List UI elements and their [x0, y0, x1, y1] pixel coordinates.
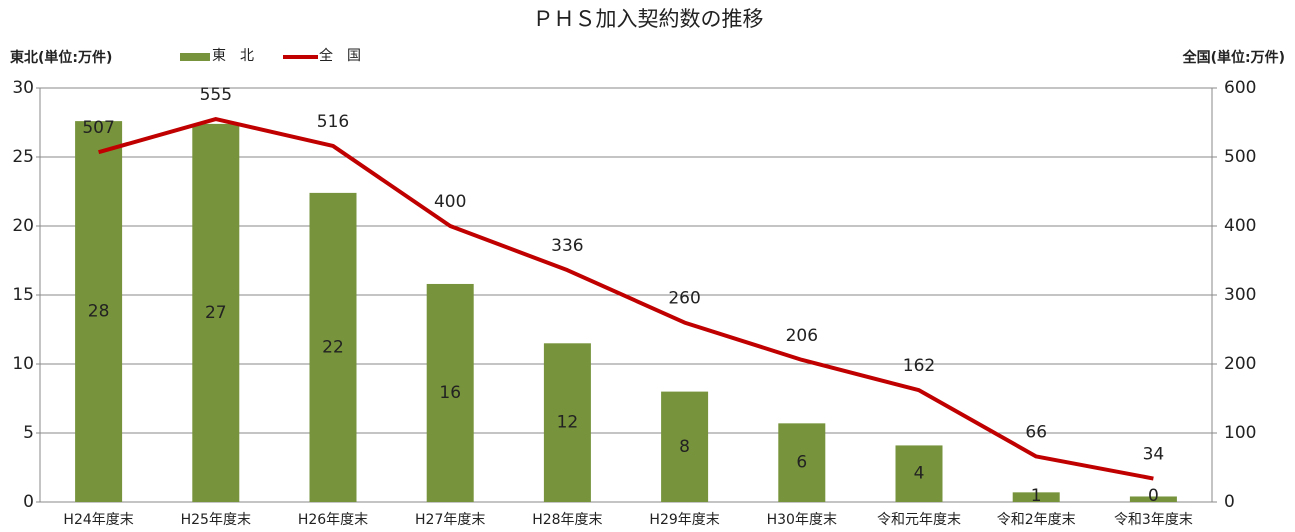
x-tick-label: H29年度末 [649, 512, 719, 528]
line-value-label: 336 [551, 236, 583, 256]
x-tick-label: H24年度末 [63, 512, 133, 528]
bar-value-label: 22 [322, 337, 344, 357]
line [98, 117, 1154, 481]
x-tick-label: H30年度末 [767, 512, 837, 528]
bar [75, 121, 123, 503]
y-tick-label: 20 [12, 216, 34, 236]
x-tick-label: H25年度末 [181, 512, 251, 528]
legend-label: 東 北 [212, 48, 254, 64]
bar-value-label: 27 [205, 303, 227, 323]
line-value-label: 206 [786, 326, 818, 346]
line-value-label: 516 [317, 112, 349, 132]
y2-axis-label: 全国(単位:万件) [1182, 49, 1285, 66]
bar [192, 123, 240, 502]
bar-value-label: 16 [439, 383, 461, 403]
y2-tick-label: 500 [1224, 147, 1256, 167]
y-tick-label: 30 [12, 78, 34, 98]
legend-swatch [180, 53, 210, 61]
y-tick-label: 25 [12, 147, 34, 167]
chart-title: ＰＨＳ加入契約数の推移 [533, 7, 764, 31]
legend-label: 全 国 [319, 47, 361, 64]
bar-value-label: 6 [796, 453, 807, 473]
line-value-label: 555 [200, 85, 232, 105]
x-tick-label: H28年度末 [532, 512, 602, 528]
bar [1012, 492, 1060, 502]
bar [543, 343, 591, 502]
line-value-label: 260 [668, 289, 700, 309]
bar [426, 283, 474, 502]
line-value-label: 507 [82, 118, 114, 138]
line-value-label: 34 [1143, 445, 1165, 465]
x-tick-label: 令和元年度末 [877, 512, 961, 528]
line-value-label: 400 [434, 192, 466, 212]
bar-value-label: 8 [679, 437, 690, 457]
y2-tick-label: 0 [1224, 492, 1235, 512]
y-tick-label: 15 [12, 285, 34, 305]
bar [1129, 496, 1177, 502]
bar [309, 192, 357, 502]
y-tick-label: 5 [23, 423, 34, 443]
bar [661, 391, 709, 502]
x-tick-label: 令和3年度末 [1114, 512, 1193, 528]
y2-tick-label: 600 [1224, 78, 1256, 98]
y-axis-label: 東北(単位:万件) [10, 49, 112, 66]
bar-value-label: 12 [557, 413, 579, 433]
line-value-label: 66 [1025, 422, 1047, 442]
x-tick-label: H26年度末 [298, 512, 368, 528]
bar [778, 423, 826, 502]
bar-value-label: 1 [1031, 486, 1042, 506]
bar [895, 445, 943, 502]
x-tick-label: H27年度末 [415, 512, 485, 528]
y-tick-label: 0 [23, 492, 34, 512]
y2-tick-label: 200 [1224, 354, 1256, 374]
line-value-label: 162 [903, 356, 935, 376]
y2-tick-label: 400 [1224, 216, 1256, 236]
x-tick-label: 令和2年度末 [997, 512, 1076, 528]
bar-value-label: 0 [1148, 486, 1159, 506]
y2-tick-label: 300 [1224, 285, 1256, 305]
bar-value-label: 28 [88, 302, 110, 322]
y2-tick-label: 100 [1224, 423, 1256, 443]
bar-value-label: 4 [914, 464, 925, 484]
y-tick-label: 10 [12, 354, 34, 374]
